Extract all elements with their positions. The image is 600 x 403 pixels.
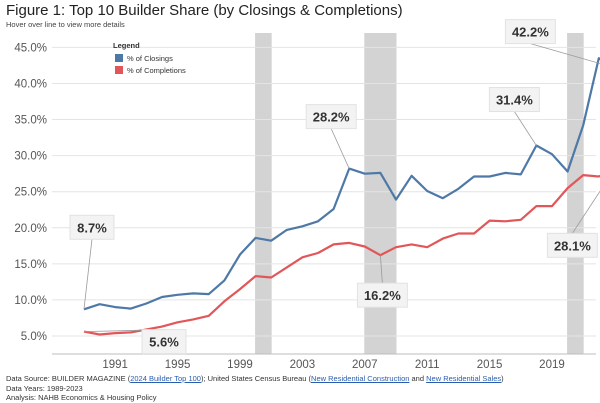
annotation-label: 16.2%: [364, 288, 401, 303]
legend-entry-label: % of Completions: [127, 66, 186, 75]
new-residential-construction-link[interactable]: New Residential Construction: [311, 374, 410, 383]
annotation-box: [141, 329, 187, 355]
x-tick-label: 1999: [227, 359, 253, 371]
recession-band-2: [567, 33, 584, 354]
annotation-label: 31.4%: [496, 93, 533, 108]
annotation-leader: [83, 239, 93, 310]
new-residential-sales-link[interactable]: New Residential Sales: [426, 374, 502, 383]
source-prefix: Data Source: BUILDER MAGAZINE (: [6, 374, 131, 383]
annotation-leader: [514, 111, 537, 146]
builder-top-100-link[interactable]: 2024 Builder Top 100: [130, 374, 201, 383]
chart-subtitle: Hover over line to view more details: [6, 20, 125, 29]
x-tick-label: 1991: [102, 359, 128, 371]
source-suffix: ): [501, 374, 504, 383]
annotation-label: 5.6%: [149, 335, 179, 350]
annotation-box: [488, 87, 540, 113]
annotation-label: 8.7%: [77, 220, 107, 235]
x-tick-label: 2003: [290, 359, 316, 371]
data-years: Data Years: 1989-2023: [6, 383, 83, 393]
y-tick-label: 25.0%: [14, 187, 47, 199]
legend-title: Legend: [113, 41, 140, 50]
x-tick-label: 2011: [415, 359, 440, 371]
series-line-completions[interactable]: [83, 169, 600, 336]
annotation-leader: [330, 128, 350, 169]
x-tick-label: 2019: [539, 359, 565, 371]
legend-swatch: [115, 66, 123, 74]
annotation-box: [69, 214, 115, 240]
y-tick-label: 40.0%: [14, 78, 47, 90]
source-and: and: [409, 374, 427, 383]
annotation-box: [504, 19, 556, 45]
analysis-credit: Analysis: NAHB Economics & Housing Polic…: [6, 393, 157, 402]
chart-title: Figure 1: Top 10 Builder Share (by Closi…: [6, 2, 403, 19]
x-tick-label: 2015: [477, 359, 503, 371]
annotation-label: 28.2%: [313, 110, 350, 125]
y-tick-label: 15.0%: [14, 259, 47, 271]
annotation-label: 28.1%: [554, 238, 591, 253]
y-tick-label: 10.0%: [14, 295, 47, 307]
legend-entry-label: % of Closings: [127, 54, 173, 63]
y-tick-label: 5.0%: [21, 331, 47, 343]
footer: Data Source: BUILDER MAGAZINE (2024 Buil…: [6, 374, 504, 403]
source-mid: ); United States Census Bureau (: [200, 374, 312, 383]
y-tick-label: 30.0%: [14, 151, 47, 163]
legend-swatch: [115, 54, 123, 62]
y-tick-label: 20.0%: [14, 223, 47, 235]
y-tick-label: 35.0%: [14, 115, 47, 127]
x-tick-label: 1995: [165, 359, 191, 371]
annotation-box: [305, 104, 357, 130]
annotation-label: 42.2%: [512, 25, 549, 40]
annotation-box: [356, 282, 408, 308]
annotation-box: [546, 232, 598, 258]
line-chart[interactable]: 5.0% 10.0% 15.0% 20.0% 25.0% 30.0% 35.0% 40.0% 4…: [0, 0, 600, 372]
data-source-line: Data Source: BUILDER MAGAZINE (2024 Buil…: [6, 374, 504, 384]
annotation-leader: [572, 190, 600, 234]
recession-band-0: [255, 33, 272, 354]
annotation-leader: [530, 43, 600, 64]
annotation-leader: [379, 255, 383, 284]
y-tick-label: 45.0%: [14, 42, 47, 54]
x-tick-label: 2007: [352, 359, 378, 371]
